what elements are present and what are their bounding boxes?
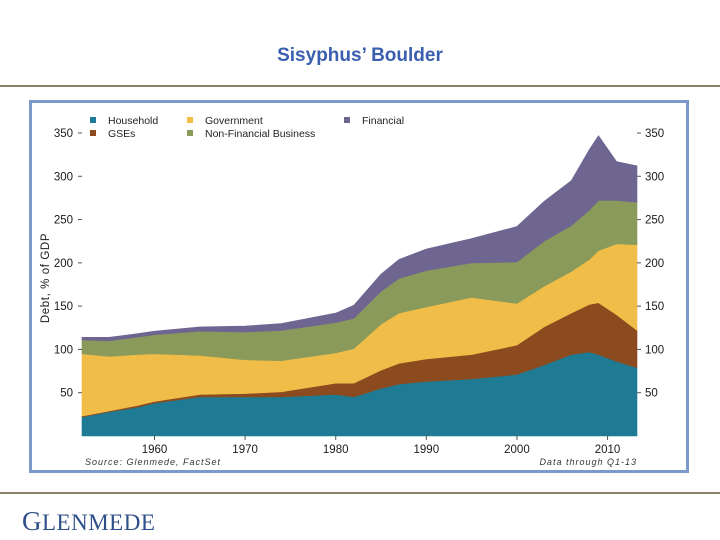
y-tick-label-left: 50	[60, 388, 73, 400]
area-financial	[81, 135, 638, 342]
y-tick-label-left: 350	[54, 128, 73, 140]
slide-title: Sisyphus’ Boulder	[277, 45, 443, 66]
legend-swatch-government	[187, 117, 193, 123]
y-tick-label-right: 150	[645, 301, 664, 313]
x-tick-label: 2000	[504, 444, 530, 456]
legend-swatch-financial	[344, 117, 350, 123]
y-tick-label-left: 250	[54, 215, 73, 227]
axis-layer: 50 50 100 100 150 150 200 200 250 250 300 300 350 350…	[54, 128, 664, 456]
glenmede-logo: GLENMEDE	[22, 506, 156, 536]
source-note: Source: Glenmede, FactSet	[85, 457, 221, 467]
area-layer	[81, 135, 638, 437]
top-divider	[0, 85, 720, 87]
y-tick-label-right: 50	[645, 388, 658, 400]
date-note: Data through Q1-13	[539, 457, 637, 467]
legend-label-non-financial-business: Non-Financial Business	[205, 128, 315, 140]
x-tick-label: 1980	[323, 444, 349, 456]
legend-label-gses: GSEs	[108, 128, 135, 140]
legend-label-government: Government	[205, 115, 263, 127]
y-tick-label-right: 100	[645, 344, 664, 356]
bottom-divider	[0, 492, 720, 494]
y-tick-label-right: 250	[645, 215, 664, 227]
legend-label-financial: Financial	[362, 115, 404, 127]
legend-swatch-household	[90, 117, 96, 123]
y-tick-label-right: 350	[645, 128, 664, 140]
y-tick-label-left: 150	[54, 301, 73, 313]
debt-stacked-area-chart: 50 50 100 100 150 150 200 200 250 250 300 300 350 350…	[40, 115, 664, 467]
x-tick-label: 1970	[232, 444, 258, 456]
legend-swatch-gses	[90, 130, 96, 136]
x-tick-label: 1990	[414, 444, 440, 456]
legend-label-household: Household	[108, 115, 158, 127]
y-axis-label: Debt, % of GDP	[40, 233, 52, 323]
x-tick-label: 2010	[595, 444, 621, 456]
y-tick-label-right: 300	[645, 171, 664, 183]
y-tick-label-right: 200	[645, 258, 664, 270]
x-tick-label: 1960	[142, 444, 168, 456]
y-tick-label-left: 100	[54, 344, 73, 356]
legend-swatch-non-financial-business	[187, 130, 193, 136]
chart-frame: 50 50 100 100 150 150 200 200 250 250 300 300 350 350…	[29, 100, 689, 473]
y-tick-label-left: 200	[54, 258, 73, 270]
y-tick-label-left: 300	[54, 171, 73, 183]
